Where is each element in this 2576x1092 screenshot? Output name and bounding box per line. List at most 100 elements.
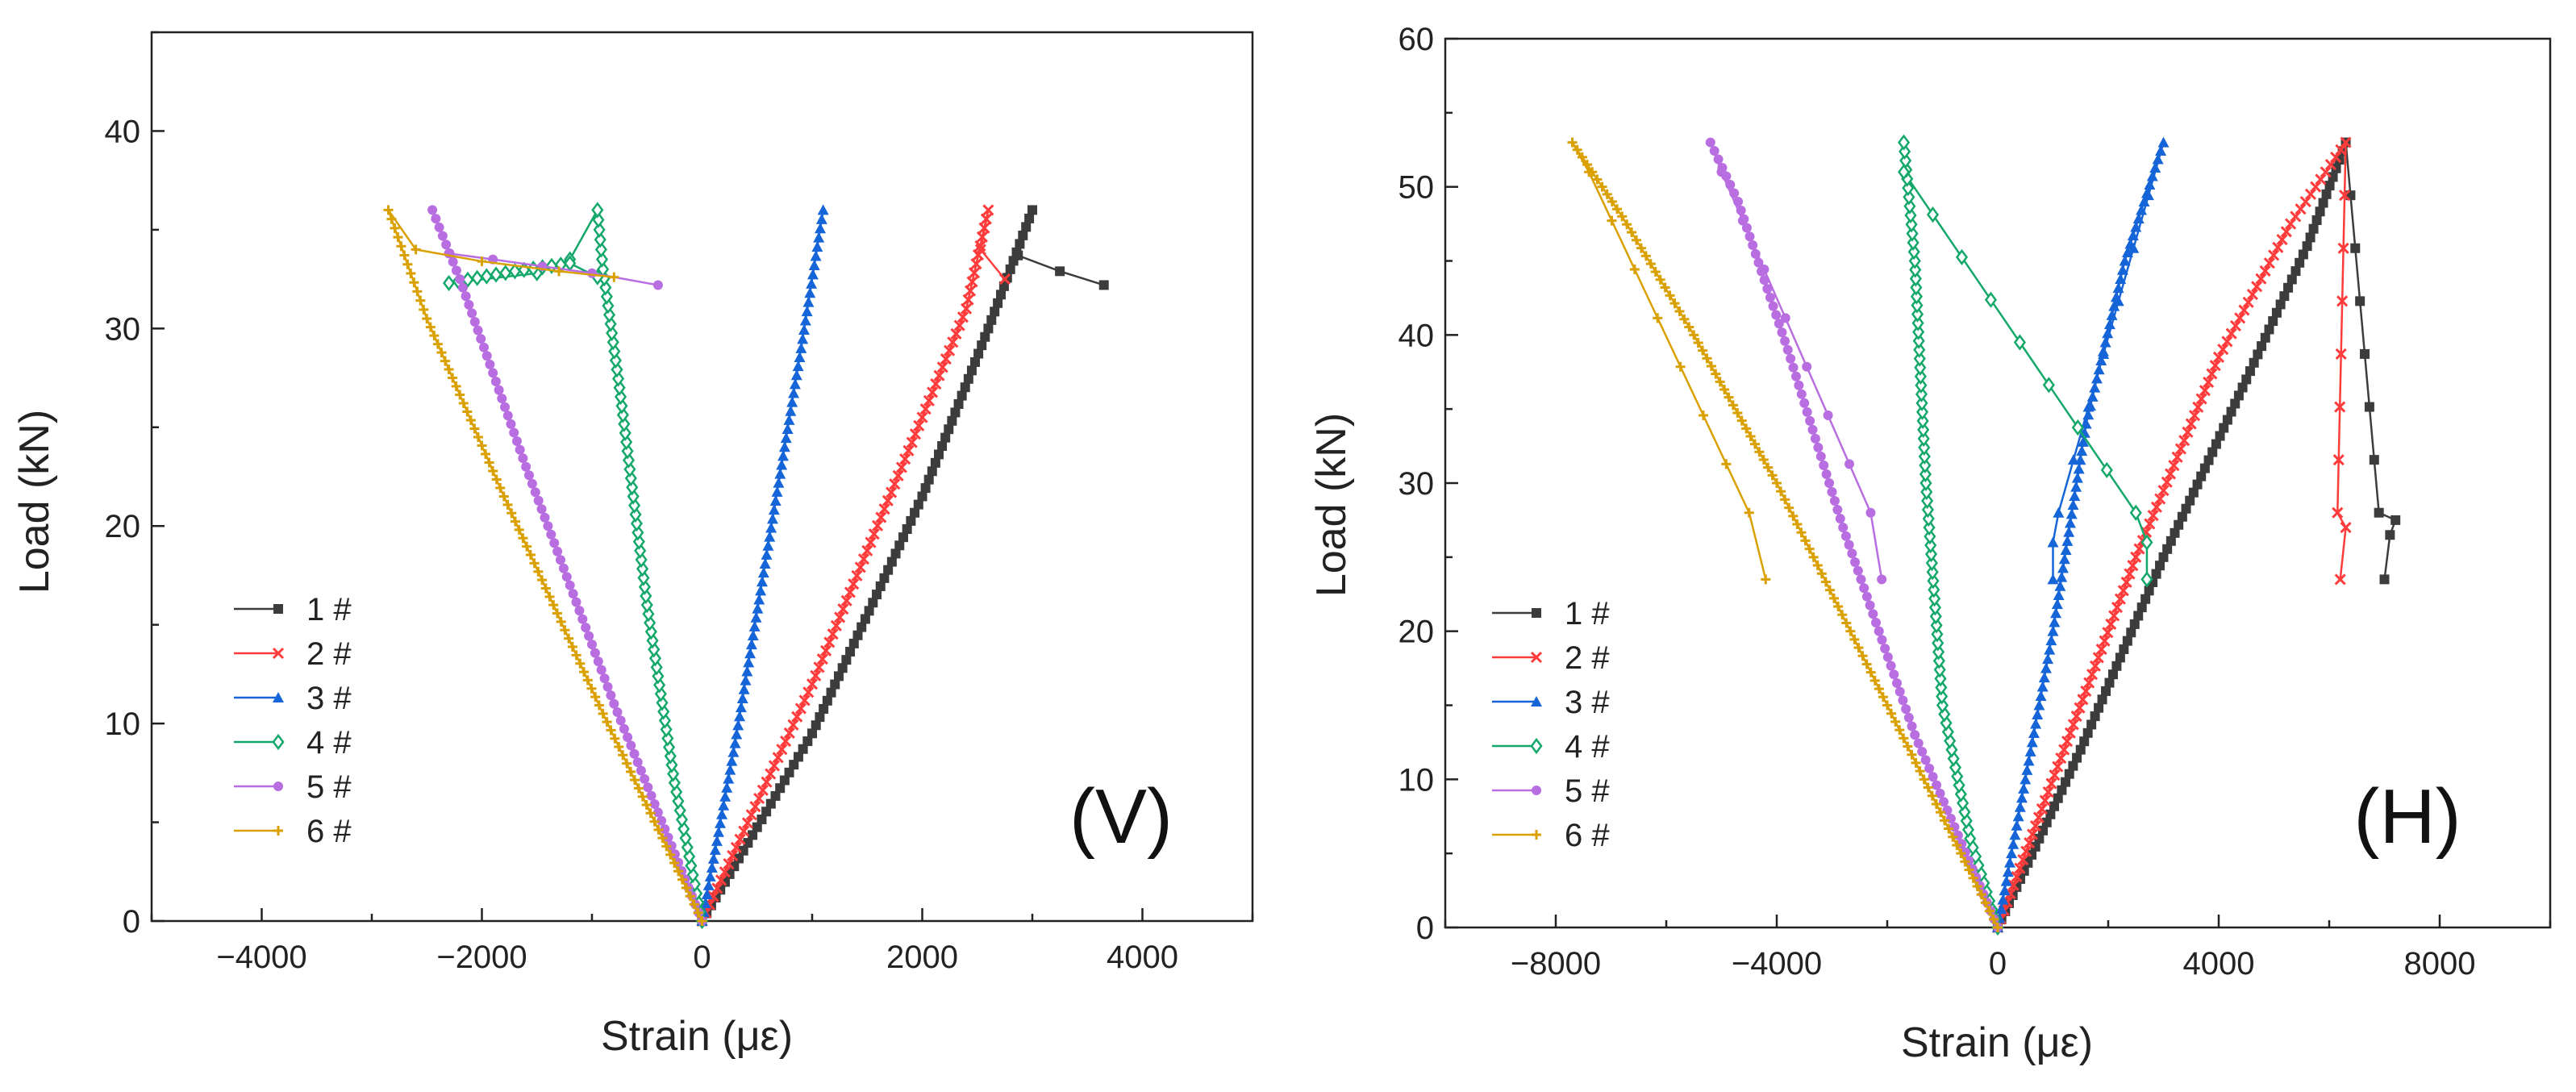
series-marker <box>1932 780 1942 790</box>
series-marker <box>469 316 480 327</box>
legend: 1 # 2 # 3 # 4 # 5 # 6 # <box>1492 596 1610 853</box>
series-marker <box>515 444 525 455</box>
y-tick-label: 60 <box>1398 22 1435 57</box>
series-marker <box>2158 552 2169 562</box>
series-marker <box>2050 607 2062 619</box>
series-marker <box>2276 233 2288 246</box>
series-marker <box>2073 463 2085 474</box>
series-marker <box>606 725 616 736</box>
series-marker <box>1949 822 1960 832</box>
series-marker <box>2255 273 2267 285</box>
series-marker <box>431 214 441 224</box>
series-marker <box>2336 295 2349 307</box>
chart-panel-h: Load (kN) Strain (με) (H) 0 10 20 30 40 50 60 −… <box>1308 22 2552 1066</box>
series-marker <box>1955 248 1969 265</box>
series-marker <box>764 531 776 542</box>
series-marker <box>974 244 986 256</box>
series-marker <box>2082 727 2093 738</box>
legend-marker <box>273 826 283 836</box>
series-marker <box>1898 695 1908 706</box>
series-marker <box>448 256 458 267</box>
series-marker <box>2006 848 2018 859</box>
legend-label: 6 # <box>1565 818 1610 853</box>
series-marker <box>2076 445 2088 456</box>
series-marker <box>802 736 813 747</box>
series-marker <box>837 663 848 673</box>
series-marker <box>543 521 553 531</box>
series-marker <box>556 616 566 627</box>
series-marker <box>586 683 597 694</box>
series-marker <box>1832 505 1843 515</box>
series-marker <box>511 436 522 447</box>
series-marker <box>673 866 684 877</box>
series-marker <box>2121 247 2133 258</box>
series-marker <box>2089 381 2101 393</box>
series-marker <box>2064 517 2076 528</box>
series-marker <box>715 817 727 828</box>
series-marker <box>2119 644 2129 655</box>
series-marker <box>784 767 794 777</box>
series-marker <box>2199 463 2210 473</box>
series-marker <box>1880 644 1890 654</box>
series-marker <box>2054 580 2066 591</box>
series-marker <box>602 681 613 692</box>
series-marker <box>1868 609 1878 619</box>
series-marker <box>1874 626 1884 636</box>
series-marker <box>1928 772 1938 782</box>
series-6 <box>1567 137 2003 932</box>
series-marker <box>1910 730 1920 740</box>
series-marker <box>1956 848 1966 859</box>
series-marker <box>1612 204 1623 215</box>
series-marker <box>1622 219 1632 230</box>
series-marker <box>789 760 799 770</box>
series-marker <box>1018 230 1028 240</box>
series-marker <box>1993 923 2003 932</box>
series-marker <box>2155 561 2165 571</box>
series-marker <box>665 849 676 860</box>
series-marker <box>1592 174 1603 185</box>
series-marker <box>2030 718 2042 729</box>
series-marker <box>1669 298 1680 309</box>
legend-marker <box>273 781 283 791</box>
legend-label: 5 # <box>306 769 352 805</box>
series-marker <box>1607 215 1617 226</box>
series-marker <box>923 474 934 485</box>
series-marker <box>1882 700 1892 711</box>
series-marker <box>488 466 498 477</box>
series-marker <box>546 529 556 540</box>
series-marker <box>1788 362 1799 373</box>
series-marker <box>2340 136 2352 148</box>
series-marker <box>2221 336 2233 348</box>
series-marker <box>462 406 473 417</box>
series-marker <box>2064 727 2077 739</box>
series-marker <box>913 499 923 510</box>
series-marker <box>455 274 465 285</box>
series-marker <box>1914 359 1927 376</box>
series-marker <box>632 757 643 768</box>
series-marker <box>1882 652 1893 662</box>
series-marker <box>661 841 672 852</box>
series-marker <box>1759 275 1769 286</box>
series-marker <box>1894 686 1905 697</box>
series-marker <box>2249 357 2259 368</box>
series-marker <box>477 440 487 451</box>
series-marker <box>1871 617 1882 627</box>
series-marker <box>649 798 660 809</box>
series-marker <box>473 432 483 443</box>
series-1 <box>1993 137 2401 932</box>
series-marker <box>1850 556 1861 567</box>
series-marker <box>2079 736 2090 747</box>
series-marker <box>640 773 650 784</box>
series-marker <box>756 576 768 587</box>
series-marker <box>752 602 764 614</box>
series-marker <box>2112 295 2124 306</box>
series-marker <box>2188 410 2201 422</box>
series-marker <box>1849 634 1860 644</box>
series-marker <box>993 298 1003 308</box>
series-marker <box>837 603 849 615</box>
series-marker <box>2107 669 2118 680</box>
series-marker <box>734 833 746 845</box>
series-marker <box>560 625 570 636</box>
series-marker <box>677 874 687 885</box>
series-marker <box>2104 677 2115 688</box>
